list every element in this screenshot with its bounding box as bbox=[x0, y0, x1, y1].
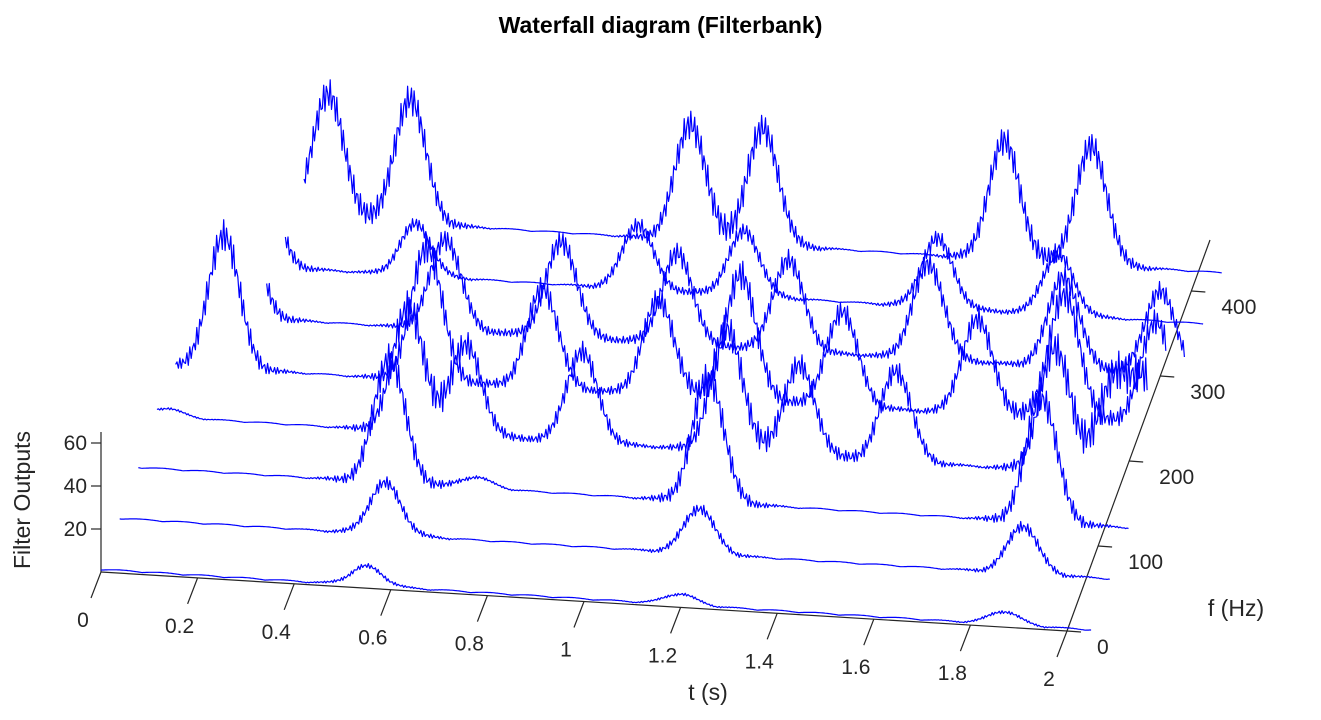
x-tick-label: 1.4 bbox=[745, 650, 775, 673]
x-tick-label: 2 bbox=[1043, 668, 1055, 691]
series-line-f180 bbox=[156, 290, 1148, 472]
series-line-f0 bbox=[100, 562, 1092, 631]
x-tick-mark bbox=[187, 577, 199, 605]
x-tick-label: 1.6 bbox=[841, 656, 870, 679]
series-line-f360 bbox=[284, 218, 1204, 325]
series-line-f120 bbox=[138, 343, 1129, 530]
x-tick-label: 0 bbox=[77, 609, 89, 632]
y-tick-mark bbox=[1098, 545, 1113, 548]
x-tick-mark bbox=[476, 595, 488, 622]
x-tick-mark bbox=[283, 583, 295, 611]
y-tick-label: 100 bbox=[1128, 551, 1163, 574]
x-tick-mark bbox=[573, 601, 585, 628]
y-tick-mark bbox=[1191, 290, 1206, 293]
x-tick-label: 0.8 bbox=[455, 633, 484, 656]
x-tick-label: 0.2 bbox=[165, 615, 194, 638]
x-tick-mark bbox=[959, 624, 971, 652]
series-line-f300 bbox=[266, 230, 1185, 374]
chart-title: Waterfall diagram (Filterbank) bbox=[498, 12, 823, 38]
x-tick-label: 0.6 bbox=[358, 627, 387, 650]
y-tick-mark bbox=[1160, 375, 1175, 378]
y-tick-label: 300 bbox=[1190, 381, 1225, 404]
series-lines bbox=[100, 79, 1222, 631]
x-axis-label: t (s) bbox=[688, 679, 728, 705]
z-axis-label: Filter Outputs bbox=[9, 431, 35, 569]
y-tick-mark bbox=[1066, 630, 1082, 633]
z-tick-label: 40 bbox=[64, 475, 87, 498]
y-tick-label: 200 bbox=[1159, 466, 1194, 489]
x-ticks: 0 0.2 0.4 0.6 0.8 1 1.2 1.4 1.6 1.8 2 bbox=[77, 571, 1068, 691]
z-tick-label: 20 bbox=[64, 518, 87, 541]
series-line-f240 bbox=[175, 219, 1167, 427]
x-tick-mark bbox=[670, 607, 682, 634]
x-tick-label: 1 bbox=[560, 639, 572, 662]
x-tick-mark bbox=[863, 618, 875, 646]
y-tick-label: 0 bbox=[1097, 636, 1109, 659]
series-line-f420 bbox=[303, 79, 1222, 274]
y-axis-label: f (Hz) bbox=[1208, 595, 1264, 621]
z-tick-label: 60 bbox=[64, 432, 87, 455]
x-tick-label: 1.2 bbox=[648, 644, 677, 667]
series-line-f60 bbox=[119, 476, 1110, 581]
y-axis-line bbox=[1066, 239, 1211, 632]
x-tick-mark bbox=[1056, 630, 1068, 658]
y-tick-label: 400 bbox=[1221, 296, 1256, 319]
y-tick-mark bbox=[1129, 460, 1144, 463]
z-ticks: 20 40 60 bbox=[64, 432, 101, 541]
x-tick-label: 1.8 bbox=[938, 662, 967, 685]
x-tick-label: 0.4 bbox=[262, 621, 292, 644]
x-tick-mark bbox=[766, 613, 778, 640]
y-ticks: 0 100 200 300 400 bbox=[1066, 290, 1256, 659]
x-tick-mark bbox=[90, 571, 102, 599]
x-tick-mark bbox=[380, 589, 392, 616]
